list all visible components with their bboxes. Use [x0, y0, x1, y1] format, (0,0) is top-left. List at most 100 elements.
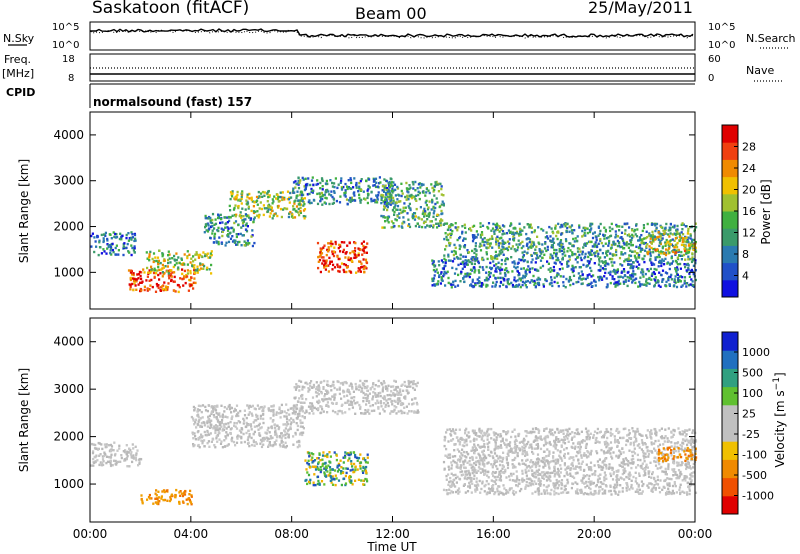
power-cell [553, 248, 556, 252]
power-cell [119, 232, 122, 235]
velocity-cell [190, 415, 193, 419]
power-cell [567, 246, 570, 250]
power-cell [355, 181, 358, 185]
velocity-cell [325, 475, 328, 478]
power-cell [688, 272, 691, 275]
velocity-cell [311, 408, 314, 412]
velocity-cell [200, 439, 203, 442]
power-cell [206, 230, 210, 233]
velocity-cell [694, 449, 697, 453]
power-cell [158, 268, 161, 272]
power-cell [249, 217, 253, 220]
velocity-cell [689, 439, 692, 442]
power-cell [664, 226, 667, 229]
velocity-cell [629, 473, 632, 477]
power-cell [376, 196, 379, 199]
power-cell [667, 277, 670, 280]
power-cell [510, 281, 513, 285]
power-cell [248, 197, 251, 200]
power-cell [178, 285, 181, 289]
power-cell [139, 281, 142, 284]
velocity-cell [593, 464, 596, 467]
velocity-cell [478, 463, 481, 466]
velocity-cell [325, 403, 328, 407]
power-cell [464, 259, 467, 262]
power-cell [574, 237, 577, 240]
power-cell [503, 225, 506, 228]
power-cell [503, 277, 506, 281]
velocity-cell [91, 442, 94, 446]
colorbar-tick-label: 24 [742, 162, 756, 175]
power-cell [231, 240, 235, 243]
power-cell [221, 234, 224, 238]
power-cell [345, 270, 348, 274]
power-cell [614, 285, 617, 288]
power-cell [665, 280, 668, 284]
power-cell [161, 275, 164, 278]
power-cell [690, 240, 694, 243]
power-cell [515, 230, 519, 234]
power-cell [453, 249, 456, 253]
power-cell [325, 179, 328, 183]
velocity-cell [494, 491, 497, 494]
colorbar-swatch [722, 159, 738, 178]
power-cell [296, 190, 299, 193]
velocity-cell [270, 409, 273, 412]
power-cell [487, 242, 490, 246]
velocity-cell [383, 381, 386, 385]
velocity-cell [224, 435, 227, 438]
power-cell [551, 246, 555, 249]
power-cell [267, 206, 270, 209]
power-cell [514, 231, 517, 235]
power-cell [660, 225, 663, 229]
power-cell [578, 224, 581, 227]
power-cell [129, 283, 132, 287]
power-cell [473, 251, 476, 255]
velocity-cell [305, 468, 308, 471]
velocity-cell [129, 449, 132, 452]
velocity-cell [607, 451, 610, 454]
power-cell [478, 280, 481, 283]
velocity-cell [272, 410, 275, 414]
power-cell [115, 244, 118, 247]
power-cell [619, 263, 622, 266]
velocity-cell [329, 479, 332, 482]
velocity-cell [250, 425, 253, 428]
power-cell [534, 281, 537, 285]
velocity-cell [233, 407, 236, 411]
power-cell [674, 259, 677, 263]
power-cell [157, 273, 160, 277]
velocity-cell [178, 491, 181, 494]
velocity-cell [223, 439, 226, 442]
power-cell [350, 187, 353, 190]
power-cell [441, 261, 445, 264]
power-cell [262, 204, 265, 207]
power-cell [392, 199, 395, 202]
velocity-cell [308, 451, 311, 455]
power-cell [233, 206, 236, 210]
power-cell [173, 259, 177, 262]
power-cell [345, 251, 348, 254]
velocity-cell [654, 432, 657, 435]
velocity-cell [92, 457, 95, 461]
velocity-cell [103, 454, 106, 458]
power-cell [664, 251, 667, 254]
power-cell [180, 257, 183, 260]
power-cell [174, 290, 177, 293]
power-cell [439, 224, 442, 227]
y-tick-label: 2000 [53, 220, 84, 234]
velocity-cell [393, 405, 396, 408]
velocity-cell [320, 405, 323, 409]
power-cell [651, 262, 654, 265]
power-cell [531, 245, 534, 248]
velocity-cell [471, 465, 475, 468]
velocity-cell [393, 399, 396, 403]
velocity-cell [102, 463, 105, 467]
power-cell [351, 250, 354, 253]
velocity-cell [110, 453, 113, 456]
velocity-cell [285, 444, 288, 448]
power-cell [654, 222, 657, 226]
velocity-cell [663, 440, 666, 443]
power-cell [407, 224, 410, 227]
power-cell [268, 215, 271, 218]
